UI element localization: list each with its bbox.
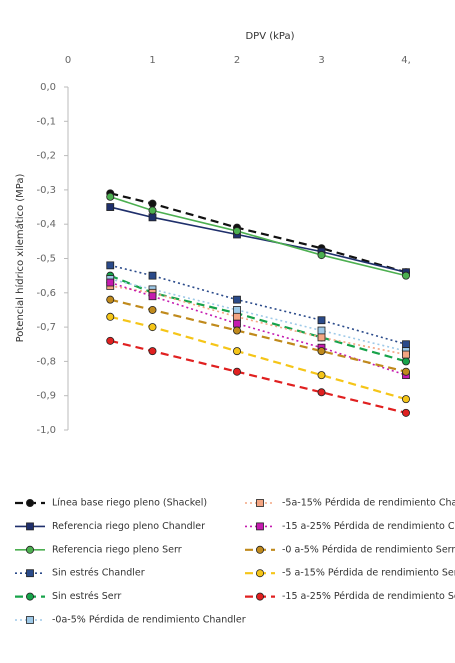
marker: [402, 350, 410, 359]
x-tick-label: 3: [318, 55, 324, 66]
marker: [148, 323, 157, 332]
x-tick-label: 4,: [401, 55, 411, 66]
marker: [317, 316, 326, 325]
marker: [26, 569, 34, 578]
x-tick-label: 1: [149, 55, 155, 66]
y-tick-label: -0,1: [36, 116, 56, 127]
marker: [255, 569, 264, 578]
marker: [25, 545, 34, 554]
y-tick-label: -0,4: [36, 219, 56, 230]
marker: [148, 199, 157, 208]
y-axis-title: Potencial hídrico xilemático (MPa): [14, 173, 26, 342]
legend-label: -15 a-25% Pérdida de rendimiento Serr: [282, 591, 455, 602]
y-tick-label: -0,7: [36, 322, 56, 333]
y-tick-label: -0,6: [36, 288, 56, 299]
marker: [233, 295, 241, 304]
marker: [106, 261, 115, 270]
marker: [25, 498, 34, 507]
marker: [233, 306, 241, 314]
y-tick-label: -0,8: [36, 356, 56, 367]
series-line: [110, 281, 407, 376]
marker: [106, 312, 115, 321]
legend-label: Referencia riego pleno Serr: [52, 544, 182, 555]
marker: [317, 371, 326, 380]
marker: [148, 213, 157, 222]
marker: [26, 616, 34, 624]
y-tick-label: -1,0: [36, 425, 56, 436]
legend-label: -5a-15% Pérdida de rendimiento Chandler: [282, 498, 455, 509]
marker: [401, 271, 410, 280]
marker: [106, 336, 115, 345]
marker: [317, 326, 326, 335]
legend-label: -0a-5% Pérdida de rendimiento Chandler: [52, 615, 246, 626]
marker: [317, 388, 326, 397]
marker: [25, 592, 34, 601]
marker: [401, 357, 410, 366]
marker: [401, 395, 410, 404]
marker: [401, 408, 410, 417]
marker: [256, 522, 264, 531]
x-axis-title: DPV (kPa): [245, 31, 294, 42]
marker: [148, 206, 157, 215]
legend-label: Línea base riego pleno (Shackel): [52, 498, 207, 509]
y-tick-label: -0,5: [36, 254, 56, 265]
x-tick-label: 0: [65, 55, 71, 66]
marker: [232, 227, 241, 236]
marker: [148, 347, 157, 356]
legend-label: -5 a-15% Pérdida de rendimiento Serr: [282, 568, 455, 579]
marker: [233, 319, 241, 328]
marker: [401, 367, 410, 376]
legend-label: -15 a-25% Pérdida de rendimiento Chandle…: [282, 521, 455, 532]
marker: [232, 367, 241, 376]
marker: [106, 295, 115, 304]
y-tick-label: -0,3: [36, 185, 56, 196]
marker: [317, 347, 326, 356]
marker: [106, 203, 115, 211]
marker: [402, 340, 410, 349]
marker: [106, 278, 115, 287]
marker: [233, 312, 241, 321]
x-tick-label: 2: [234, 55, 240, 66]
legend-label: Sin estrés Chandler: [52, 568, 145, 579]
y-tick-label: -0,2: [36, 151, 56, 162]
marker: [317, 251, 326, 260]
marker: [106, 192, 115, 201]
marker: [148, 292, 157, 301]
marker: [26, 522, 34, 531]
legend-label: Sin estrés Serr: [52, 591, 121, 602]
marker: [148, 305, 157, 314]
marker: [148, 271, 157, 280]
marker: [232, 326, 241, 335]
y-tick-label: -0,9: [36, 391, 56, 402]
legend-label: -0 a-5% Pérdida de rendimiento Serr: [282, 544, 455, 555]
marker: [255, 592, 264, 601]
legend-label: Referencia riego pleno Chandler: [52, 521, 205, 532]
marker: [232, 347, 241, 356]
y-tick-label: 0,0: [40, 82, 56, 93]
marker: [256, 499, 264, 507]
marker: [255, 545, 264, 554]
marker: [317, 333, 326, 342]
